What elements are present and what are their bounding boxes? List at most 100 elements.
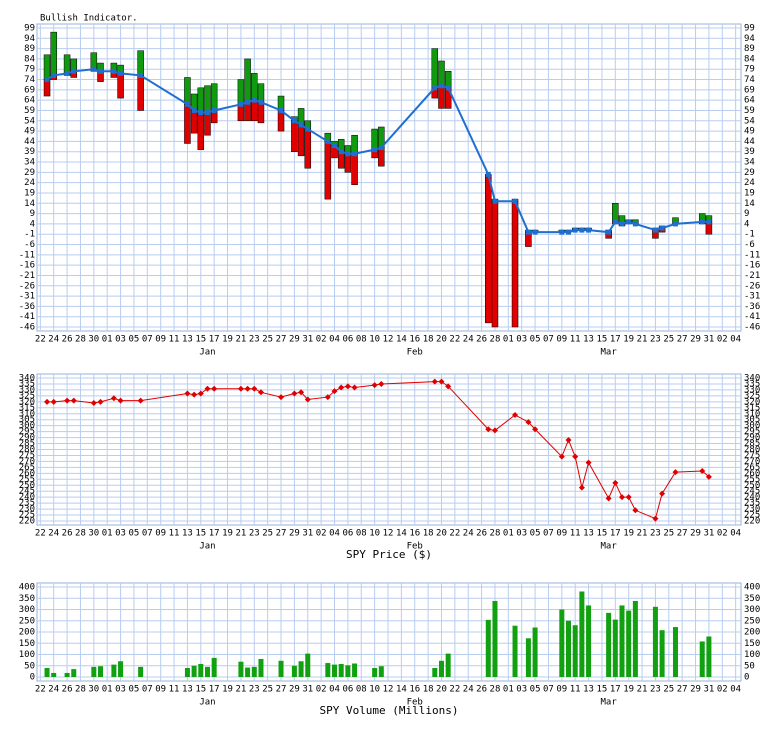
volume-bar [345, 665, 351, 677]
y-tick-label-right: 335 [744, 379, 760, 389]
x-tick-label: 08 [356, 335, 367, 345]
x-tick-label: 28 [75, 335, 86, 345]
y-tick-label: 220 [19, 517, 35, 527]
y-tick-label-right: 49 [744, 127, 755, 137]
y-tick-label: 79 [24, 65, 35, 75]
price-marker [659, 490, 666, 497]
line-marker [338, 149, 344, 155]
x-tick-label: 23 [650, 529, 661, 539]
y-tick-label-right: 89 [744, 44, 755, 54]
x-tick-label: 29 [690, 335, 701, 345]
line-marker [572, 227, 578, 233]
x-tick-label: 03 [516, 335, 527, 345]
y-tick-label-right: -21 [744, 271, 760, 281]
y-tick-label-right: -41 [744, 312, 760, 322]
y-tick-label: -16 [19, 261, 35, 271]
x-tick-label: 08 [356, 529, 367, 539]
x-tick-label: 09 [556, 685, 567, 695]
x-tick-label: 29 [690, 685, 701, 695]
x-tick-label: 17 [209, 529, 220, 539]
y-tick-label-right: -31 [744, 292, 760, 302]
price-marker [491, 427, 498, 434]
y-tick-label-right: 245 [744, 487, 760, 497]
price-marker [304, 396, 311, 403]
x-tick-label: 17 [610, 335, 621, 345]
price-marker [244, 385, 251, 392]
x-tick-label: 22 [449, 685, 460, 695]
volume-bar [251, 666, 257, 677]
x-tick-label: 23 [650, 335, 661, 345]
bear-bar [137, 75, 144, 111]
price-marker [672, 469, 679, 476]
line-marker [118, 70, 124, 76]
x-tick-label: 04 [329, 529, 340, 539]
y-tick-label-right: 285 [744, 439, 760, 449]
y-tick-label: 255 [19, 475, 35, 485]
line-marker [91, 66, 97, 72]
x-tick-label: 21 [235, 529, 246, 539]
y-tick-label-right: 300 [744, 605, 760, 615]
line-marker [566, 229, 572, 235]
x-tick-label: 28 [75, 529, 86, 539]
y-tick-label-right: 44 [744, 137, 755, 147]
volume-bar [191, 665, 197, 677]
y-tick-label-right: -6 [744, 240, 755, 250]
y-tick-label-right: -46 [744, 323, 760, 333]
x-tick-label: 07 [543, 529, 554, 539]
line-marker [492, 198, 498, 204]
volume-bar [44, 668, 50, 677]
bear-bar [117, 73, 124, 99]
x-tick-label: 25 [262, 529, 273, 539]
price-marker [184, 390, 191, 397]
y-tick-label: 9 [30, 209, 35, 219]
y-tick-label-right: 4 [744, 219, 749, 229]
x-tick-label: 05 [530, 335, 541, 345]
x-tick-label: 07 [142, 685, 153, 695]
y-tick-label-right: 54 [744, 116, 755, 126]
y-tick-label: 325 [19, 391, 35, 401]
x-tick-label: 11 [169, 529, 180, 539]
bear-bar [511, 200, 519, 328]
x-tick-label: 07 [543, 335, 554, 345]
x-tick-label: 09 [556, 529, 567, 539]
x-tick-label: 25 [663, 685, 674, 695]
line-marker [485, 171, 491, 177]
x-tick-label: 23 [650, 685, 661, 695]
x-tick-label: 05 [129, 685, 140, 695]
y-tick-label: 265 [19, 463, 35, 473]
volume-bar [71, 669, 77, 677]
y-tick-label: 305 [19, 415, 35, 425]
y-tick-label-right: 255 [744, 475, 760, 485]
x-tick-label: 23 [249, 335, 260, 345]
x-tick-label: 02 [717, 529, 728, 539]
y-tick-label-right: 320 [744, 397, 760, 407]
x-tick-label: 29 [289, 685, 300, 695]
x-tick-label: 11 [570, 529, 581, 539]
bull-bar [137, 50, 144, 76]
y-tick-label-right: 275 [744, 451, 760, 461]
price-marker [632, 507, 639, 514]
y-tick-label: -36 [19, 302, 35, 312]
y-tick-label: 49 [24, 127, 35, 137]
x-tick-label: 13 [583, 685, 594, 695]
data-line [47, 381, 710, 520]
y-tick-label-right: 310 [744, 409, 760, 419]
line-marker [305, 126, 311, 132]
line-marker [619, 221, 625, 227]
month-label: Jan [199, 348, 215, 358]
x-tick-label: 27 [276, 529, 287, 539]
x-tick-label: 11 [570, 335, 581, 345]
x-tick-label: 16 [409, 529, 420, 539]
y-tick-label-right: 295 [744, 427, 760, 437]
volume-bar [586, 605, 592, 677]
price-marker [565, 436, 572, 443]
x-tick-label: 23 [249, 529, 260, 539]
y-tick-label-right: -1 [744, 230, 755, 240]
y-tick-label: 14 [24, 199, 35, 209]
bull-bar [204, 85, 211, 113]
y-tick-label: -41 [19, 312, 35, 322]
volume-bar [258, 659, 264, 677]
x-tick-label: 19 [623, 335, 634, 345]
x-tick-label: 05 [129, 529, 140, 539]
y-tick-label: 19 [24, 188, 35, 198]
